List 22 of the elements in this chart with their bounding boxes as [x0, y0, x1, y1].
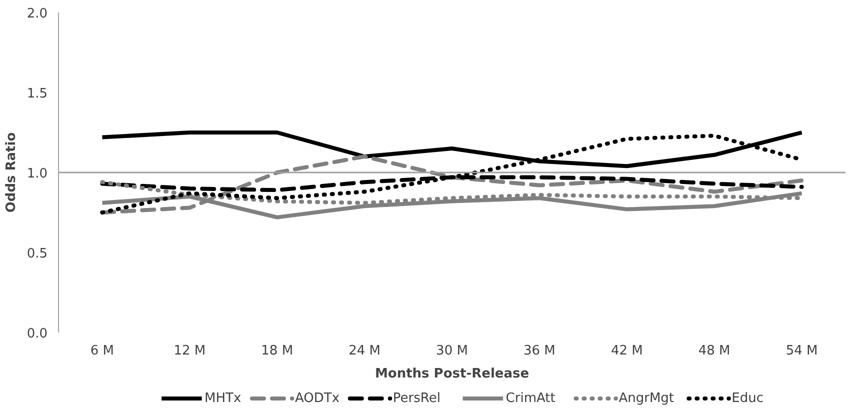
y-tick-label: 2.0: [26, 6, 48, 22]
y-tick-label: 1.0: [26, 166, 48, 182]
legend-label: Educ: [732, 391, 764, 406]
x-tick-label: 24 M: [348, 344, 380, 358]
y-tick-label: 0.5: [26, 246, 48, 262]
x-tick-label: 42 M: [610, 344, 643, 358]
y-tick-label: 0.0: [26, 326, 48, 342]
legend-label: CrimAtt: [506, 391, 556, 406]
x-tick-label: 48 M: [698, 344, 730, 358]
x-tick-label: 36 M: [524, 344, 556, 358]
x-tick-label: 54 M: [786, 344, 818, 358]
x-tick-label: 30 M: [436, 344, 468, 358]
x-tick-label: 12 M: [174, 344, 206, 358]
y-tick-label: 1.5: [26, 86, 48, 102]
x-axis-title: Months Post-Release: [374, 366, 530, 382]
legend-label: AngrMgt: [618, 391, 674, 406]
x-tick-label: 6 M: [90, 344, 114, 358]
legend-label: AODTx: [294, 391, 340, 406]
x-tick-label: 18 M: [261, 344, 294, 358]
y-axis-title: Odds Ratio: [4, 132, 19, 213]
legend-label: PersRel: [392, 391, 440, 406]
legend-label: MHTx: [204, 391, 242, 406]
